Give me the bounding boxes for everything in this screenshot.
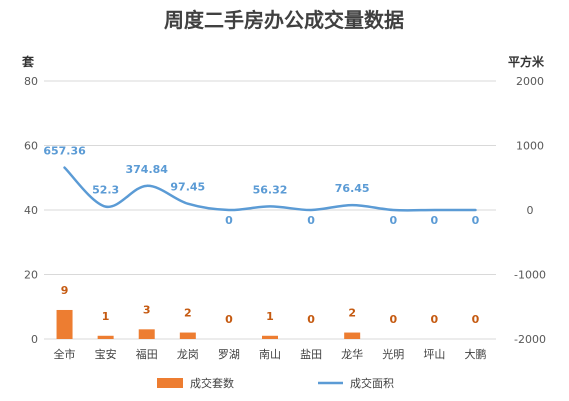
bar-宝安 [97, 335, 114, 339]
bar-data-label: 1 [102, 310, 110, 323]
category-axis: 全市 宝安 福田 龙岗 罗湖 南山 盐田 龙华 光明 坪山 大鹏 [54, 347, 487, 361]
left-tick-label: 80 [24, 75, 38, 88]
category-label: 光明 [382, 347, 404, 361]
line-data-label: 374.84 [126, 163, 169, 176]
bar-data-label: 0 [431, 313, 439, 326]
bar-全市 [56, 309, 73, 339]
category-label: 盐田 [300, 348, 322, 361]
category-label: 南山 [259, 348, 281, 361]
category-label: 大鹏 [464, 347, 486, 361]
legend: 成交套数 成交面积 [157, 376, 394, 390]
right-axis-ticks: -2000 -1000 0 1000 2000 [514, 75, 546, 346]
left-tick-label: 60 [24, 140, 38, 153]
left-tick-label: 0 [31, 333, 38, 346]
right-axis-unit: 平方米 [508, 54, 545, 69]
right-tick-label: 2000 [516, 75, 544, 88]
bar-data-label: 2 [184, 307, 192, 320]
bar-龙华 [344, 332, 361, 339]
line-data-label: 52.3 [92, 184, 119, 197]
line-data-label: 0 [389, 214, 397, 227]
right-tick-label: -1000 [514, 269, 546, 282]
left-tick-label: 20 [24, 269, 38, 282]
line-data-label: 657.36 [43, 145, 86, 158]
left-tick-label: 40 [24, 204, 38, 217]
bar-南山 [262, 335, 278, 339]
category-label: 龙华 [341, 347, 363, 361]
chart-title: 周度二手房办公成交量数据 [164, 8, 404, 32]
right-tick-label: 1000 [516, 140, 544, 153]
bar-data-label: 3 [143, 303, 151, 316]
category-label: 福田 [136, 347, 158, 361]
bar-data-label: 2 [348, 307, 356, 320]
right-tick-label: 0 [527, 204, 534, 217]
line-data-label: 56.32 [253, 183, 288, 196]
left-axis-unit: 套 [21, 54, 35, 69]
area-line [63, 166, 477, 212]
line-data-label: 0 [225, 214, 233, 227]
legend-label-bars: 成交套数 [190, 376, 234, 390]
bar-data-label: 0 [225, 313, 233, 326]
bar-data-label: 0 [472, 313, 480, 326]
category-label: 龙岗 [177, 348, 199, 361]
bar-data-label: 9 [61, 284, 69, 297]
category-label: 坪山 [423, 348, 445, 361]
bar-data-label: 0 [307, 313, 315, 326]
bar-series: 9 1 3 2 0 1 0 2 0 0 0 [56, 284, 480, 339]
category-label: 全市 [54, 347, 76, 361]
left-axis-ticks: 0 20 40 60 80 [24, 75, 38, 346]
gridlines [44, 80, 496, 340]
line-data-label: 0 [307, 214, 315, 227]
line-data-label: 0 [472, 214, 480, 227]
bar-龙岗 [179, 332, 196, 339]
right-tick-label: -2000 [514, 333, 546, 346]
line-data-label: 97.45 [170, 181, 205, 194]
line-data-label: 76.45 [335, 182, 370, 195]
category-label: 宝安 [95, 347, 117, 361]
bar-福田 [138, 329, 155, 339]
category-label: 罗湖 [218, 348, 240, 361]
line-data-label: 0 [431, 214, 439, 227]
legend-swatch-bars [157, 378, 183, 388]
bar-data-label: 0 [389, 313, 397, 326]
bar-data-label: 1 [266, 310, 274, 323]
legend-label-line: 成交面积 [350, 376, 394, 390]
